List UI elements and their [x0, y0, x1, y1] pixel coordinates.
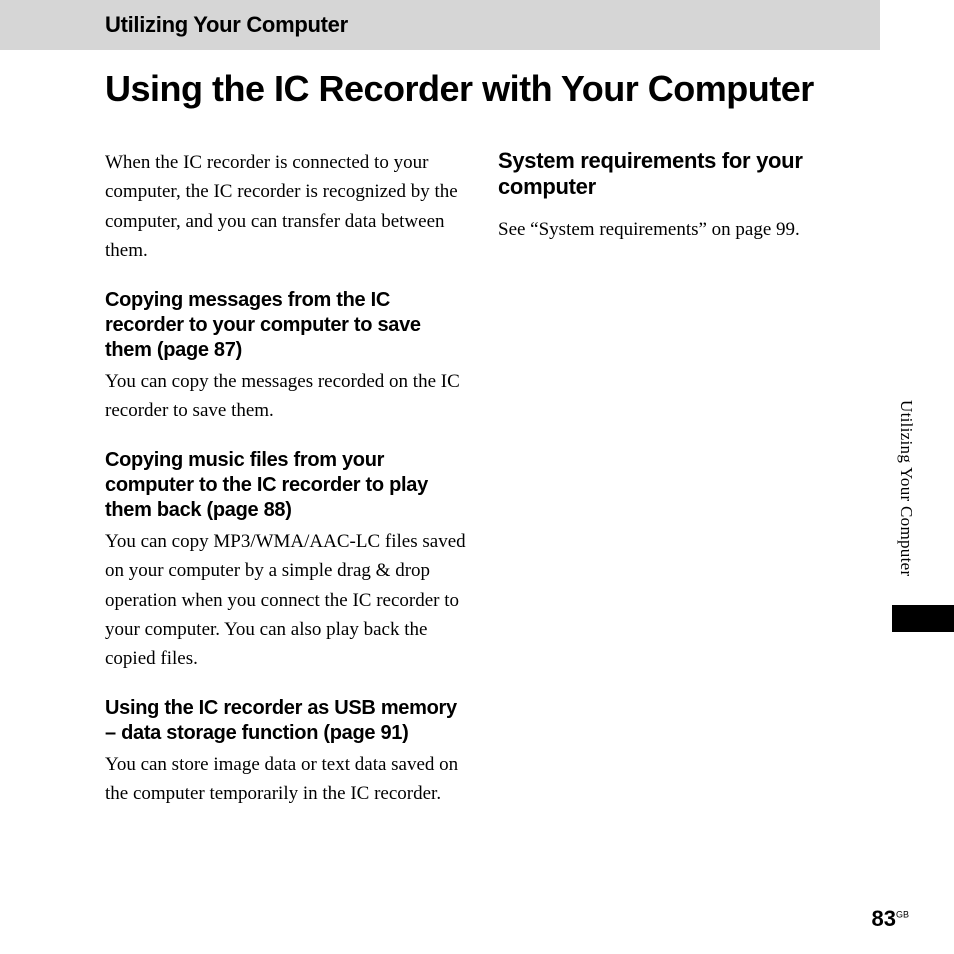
- section-header-text: Utilizing Your Computer: [105, 12, 880, 38]
- page-number-value: 83: [872, 906, 896, 931]
- content-columns: When the IC recorder is connected to you…: [105, 148, 865, 831]
- subsection-body: You can copy MP3/WMA/AAC-LC files saved …: [105, 527, 472, 674]
- section-header: Utilizing Your Computer: [0, 0, 880, 50]
- left-column: When the IC recorder is connected to you…: [105, 148, 472, 831]
- subsection-heading: Copying messages from the IC recorder to…: [105, 288, 472, 363]
- page-number-suffix: GB: [896, 910, 909, 920]
- page-number: 83GB: [872, 906, 910, 932]
- right-body: See “System requirements” on page 99.: [498, 215, 865, 244]
- subsection-body: You can store image data or text data sa…: [105, 750, 472, 809]
- side-tab-marker: [892, 605, 954, 632]
- subsection-heading: Copying music files from your computer t…: [105, 448, 472, 523]
- subsection-body: You can copy the messages recorded on th…: [105, 367, 472, 426]
- intro-paragraph: When the IC recorder is connected to you…: [105, 148, 472, 266]
- side-tab-label: Utilizing Your Computer: [896, 400, 916, 576]
- page-title: Using the IC Recorder with Your Computer: [105, 68, 954, 110]
- subsection-heading: Using the IC recorder as USB memory – da…: [105, 696, 472, 746]
- right-heading: System requirements for your computer: [498, 148, 865, 201]
- right-column: System requirements for your computer Se…: [498, 148, 865, 831]
